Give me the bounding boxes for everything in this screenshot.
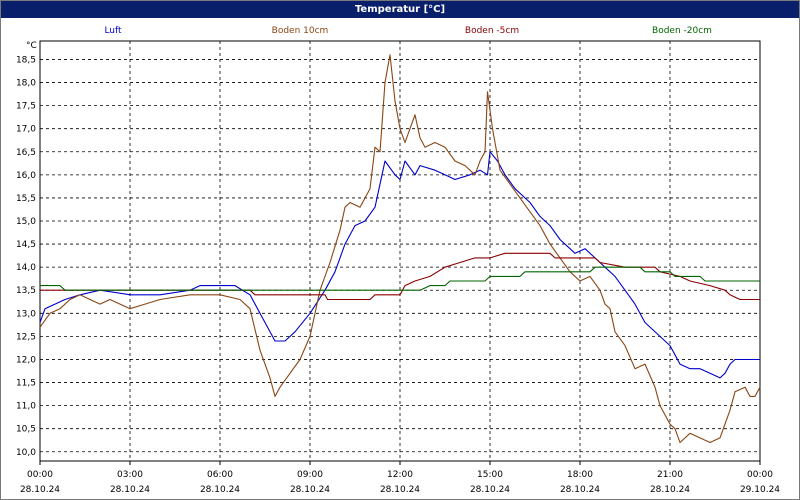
x-tick-time: 00:00 [747,470,773,480]
series-line-boden-5cm [40,252,760,301]
x-tick-time: 03:00 [117,470,143,480]
x-tick-date: 28.10.24 [110,485,150,495]
x-tick-time: 06:00 [207,470,233,480]
y-tick-label: 14,5 [16,240,36,250]
y-tick-label: 18,0 [16,79,36,89]
axes [39,40,761,465]
x-tick-date: 28.10.24 [560,485,600,495]
y-tick-label: 17,5 [16,102,36,112]
x-tick-date: 28.10.24 [20,485,60,495]
x-tick-time: 12:00 [387,470,413,480]
y-tick-label: 12,0 [16,355,36,365]
legend-entry: Boden -5cm [465,26,519,36]
y-tick-label: 12,5 [16,332,36,342]
y-tick-label: 11,5 [16,379,36,389]
series-line-boden-20cm [40,266,760,291]
plot-area-border [39,40,761,462]
x-tick-date: 28.10.24 [470,485,510,495]
legend: Luft Boden 10cm Boden -5cm Boden -20cm [104,26,712,36]
x-tick-time: 00:00 [27,470,53,480]
y-tick-label: 18,5 [16,55,36,65]
series-line-boden-10cm [39,54,761,444]
y-tick-label: 11,0 [16,402,36,412]
x-tick-date: 29.10.24 [740,485,780,495]
x-tick-time: 09:00 [297,470,323,480]
y-tick-label: 16,0 [16,171,36,181]
x-tick-date: 28.10.24 [200,485,240,495]
x-tick-date: 28.10.24 [380,485,420,495]
legend-entry: Boden -20cm [652,26,712,36]
y-tick-label: 13,0 [16,309,36,319]
y-axis-unit: °C [26,41,37,51]
y-tick-label: 14,0 [16,263,36,273]
legend-entry: Luft [104,26,122,36]
tick-labels: 10,0 10,5 11,0 11,5 12,0 12,5 13,0 13,5 14,0 14,5… [16,41,780,495]
legend-entry: Boden 10cm [272,26,329,36]
grid [40,41,760,461]
x-tick-time: 21:00 [657,470,683,480]
x-tick-date: 28.10.24 [290,485,330,495]
y-tick-label: 10,5 [16,425,36,435]
y-tick-label: 17,0 [16,125,36,135]
y-tick-label: 10,0 [16,448,36,458]
x-tick-time: 18:00 [567,470,593,480]
y-tick-label: 16,5 [16,148,36,158]
y-tick-label: 13,5 [16,286,36,296]
x-tick-date: 28.10.24 [650,485,690,495]
y-tick-label: 15,0 [16,217,36,227]
y-tick-label: 15,5 [16,194,36,204]
chart-title: Temperatur [°C] [1,1,799,18]
x-tick-time: 15:00 [477,470,503,480]
series-lines [39,54,761,444]
